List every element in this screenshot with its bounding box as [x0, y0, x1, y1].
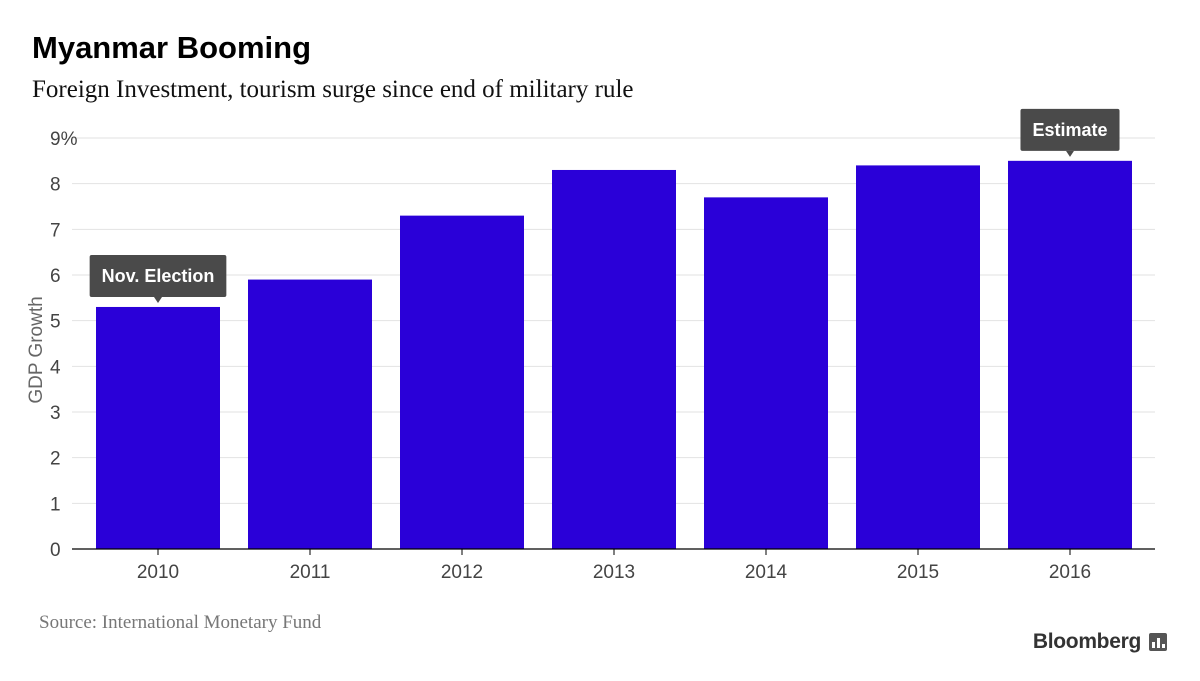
y-tick-label: 2	[50, 449, 61, 470]
bloomberg-chart-icon	[1149, 633, 1167, 651]
y-tick-label: 7	[50, 220, 61, 241]
y-tick-label: 9%	[50, 129, 78, 150]
x-tick-label: 2010	[137, 562, 179, 583]
annotation-label: Nov. Election	[102, 266, 215, 286]
y-tick-label: 0	[50, 540, 61, 561]
bar-2012	[400, 215, 524, 549]
annotation-box	[89, 254, 227, 297]
source-note: Source: International Monetary Fund	[39, 612, 322, 633]
bar-2013	[552, 169, 676, 549]
chart-subtitle: Foreign Investment, tourism surge since …	[32, 76, 634, 103]
y-tick-label: 3	[50, 403, 61, 424]
y-tick-label: 8	[50, 175, 61, 196]
bar-2014	[704, 197, 828, 549]
bar-2010	[96, 306, 220, 549]
y-tick-label: 6	[50, 266, 61, 287]
y-axis-label: GDP Growth	[26, 296, 47, 403]
annotation-pointer	[154, 296, 162, 303]
y-tick-label: 4	[50, 357, 61, 378]
annotation-label: Estimate	[1032, 120, 1107, 140]
x-tick-label: 2011	[290, 562, 331, 583]
y-tick-label: 1	[50, 494, 61, 515]
annotations: Nov. Election Estimate	[89, 108, 1120, 303]
x-tick-label: 2012	[441, 562, 483, 583]
annotation-box	[1020, 108, 1120, 151]
annotation-callout: Estimate	[1020, 108, 1120, 157]
brand-name: Bloomberg	[1032, 630, 1141, 653]
x-tick-label: 2013	[593, 562, 635, 583]
bar-2011	[248, 279, 372, 549]
axes: 0 1 2 3 4 5 6 7 8 9% 2010 2011 2012 2013 2014 2015 2016	[50, 129, 1155, 583]
brand-logo: Bloomberg	[1033, 630, 1167, 654]
x-tick-label: 2016	[1049, 562, 1091, 583]
chart-title: Myanmar Booming	[32, 30, 312, 65]
x-tick-label: 2015	[897, 562, 939, 583]
annotation-pointer	[1066, 150, 1074, 157]
y-tick-label: 5	[50, 312, 61, 333]
bar-2016	[1008, 160, 1132, 550]
annotation-callout: Nov. Election	[89, 254, 227, 303]
bar-2015	[856, 165, 980, 549]
bars	[96, 160, 1132, 550]
x-tick-label: 2014	[745, 562, 788, 583]
